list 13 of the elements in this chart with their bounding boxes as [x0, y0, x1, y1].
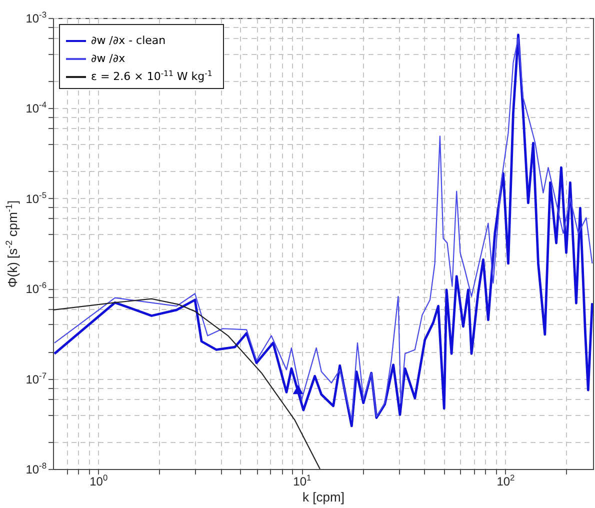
y-tick-label: 10$^{-8}$	[26, 460, 47, 476]
y-tick-label: 10$^{-4}$	[26, 100, 47, 116]
x-tick-label: 10$^{0}$	[90, 472, 108, 488]
y-tick-label: 10$^{-3}$	[26, 10, 47, 26]
legend-label: ε = 2.6 × 10$^{-11}$ W kg$^{-1}$	[91, 68, 212, 83]
y-tick-label: 10$^{-5}$	[26, 190, 47, 206]
x-tick-label: 10$^{2}$	[496, 472, 516, 488]
y-tick-label: 10$^{-6}$	[26, 280, 47, 296]
legend-label: ∂w /∂x - clean	[91, 34, 166, 47]
legend-label: ∂w /∂x	[91, 52, 126, 65]
x-tick-label: 10$^{1}$	[293, 472, 312, 488]
y-tick-label: 10$^{-7}$	[26, 370, 47, 386]
x-axis-title: k [cpm]	[302, 490, 344, 504]
